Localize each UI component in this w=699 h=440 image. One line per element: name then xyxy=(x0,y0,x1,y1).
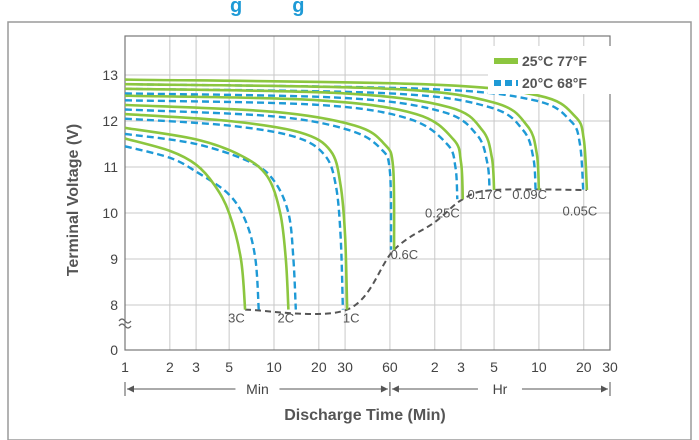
x-axis-label: Discharge Time (Min) xyxy=(284,407,446,424)
y-tick-label-8: 8 xyxy=(110,297,118,313)
curve-label-0.05C: 0.05C xyxy=(563,203,598,218)
x-tick-label-13: 30 xyxy=(602,359,618,375)
y-axis-break-mark xyxy=(118,318,132,329)
legend-label-20c: 20°C 68°F xyxy=(522,75,587,91)
legend-label-25c: 25°C 77°F xyxy=(522,53,587,69)
curve-label-0.09C: 0.09C xyxy=(512,187,547,202)
x-tick-label-2: 3 xyxy=(192,359,200,375)
legend: 25°C 77°F 20°C 68°F xyxy=(488,46,612,94)
range-arrow-right xyxy=(601,385,608,393)
time-ranges: Min Hr xyxy=(124,381,611,397)
y-tick-label-0: 0 xyxy=(110,342,118,358)
series-0.25C-20c-line xyxy=(124,99,459,200)
curve-label-0.25C: 0.25C xyxy=(425,206,460,221)
x-tick-label-6: 30 xyxy=(337,359,353,375)
series-1C-25c-line xyxy=(124,112,349,310)
range-label-hr: Hr xyxy=(493,381,508,397)
y-tick-label-12: 12 xyxy=(102,113,118,129)
range-arrow-left xyxy=(391,385,399,393)
series-0.09C-25c-line xyxy=(124,82,541,191)
x-tick-label-5: 20 xyxy=(311,359,327,375)
x-tick-label-0: 1 xyxy=(121,359,129,375)
x-tick-label-1: 2 xyxy=(166,359,174,375)
y-axis-ticks: 13 12 11 10 9 8 0 xyxy=(102,67,132,358)
series-0.09C-20c-line xyxy=(124,87,537,191)
x-tick-label-8: 2 xyxy=(431,359,439,375)
curve-label-0.17C: 0.17C xyxy=(467,187,502,202)
series-3C-25c-line xyxy=(124,137,247,310)
y-tick-label-11: 11 xyxy=(103,159,118,175)
series-0.6C-25c-line xyxy=(124,103,396,250)
x-tick-label-7: 60 xyxy=(382,359,398,375)
plot-border xyxy=(124,35,611,351)
series-0.05C-25c-line xyxy=(124,78,589,191)
series-3C-20c-line xyxy=(124,145,260,310)
x-tick-label-3: 5 xyxy=(225,359,233,375)
range-arrow-left xyxy=(127,385,134,393)
series-2C-25c-line xyxy=(124,126,290,310)
x-tick-label-12: 20 xyxy=(576,359,592,375)
chart-title-fragment: g g xyxy=(230,0,304,17)
curve-labels: 3C 2C 1C 0.6C 0.25C 0.17C 0.09C 0.05C xyxy=(228,187,597,325)
x-tick-label-11: 10 xyxy=(531,359,547,375)
range-hr: Hr xyxy=(389,381,611,397)
plot-area xyxy=(124,35,611,351)
x-tick-label-9: 3 xyxy=(457,359,465,375)
series-2C-20c-line xyxy=(124,132,297,310)
series-1C-20c-line xyxy=(124,117,345,310)
y-tick-label-13: 13 xyxy=(102,67,118,83)
y-tick-label-10: 10 xyxy=(102,205,118,221)
range-arrow-right xyxy=(380,385,388,393)
series-group-20c xyxy=(124,83,585,310)
x-tick-label-4: 10 xyxy=(266,359,282,375)
range-label-min: Min xyxy=(246,381,269,397)
curve-label-0.6C: 0.6C xyxy=(391,247,418,262)
series-0.17C-25c-line xyxy=(124,87,496,191)
x-axis-ticks: 1 2 3 5 10 20 30 60 2 3 5 10 20 30 xyxy=(121,359,618,375)
curve-label-3C: 3C xyxy=(228,310,245,325)
curve-label-2C: 2C xyxy=(277,310,294,325)
series-0.17C-20c-line xyxy=(124,92,491,191)
series-0.05C-20c-line xyxy=(124,83,585,191)
y-axis-label: Terminal Voltage (V) xyxy=(65,124,82,276)
y-tick-label-9: 9 xyxy=(110,251,118,267)
x-tick-label-10: 5 xyxy=(490,359,498,375)
series-group-25c xyxy=(124,78,589,310)
curve-label-1C: 1C xyxy=(343,310,360,325)
series-0.6C-20c-line xyxy=(124,108,393,250)
series-0.25C-25c-line xyxy=(124,94,465,200)
